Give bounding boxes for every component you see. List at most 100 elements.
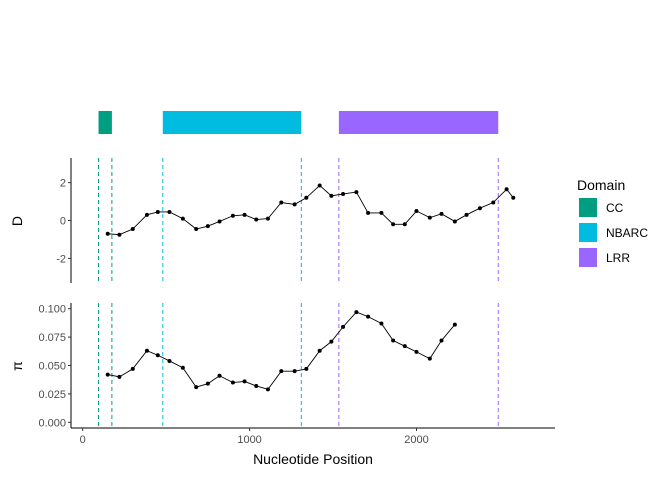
- data-point: [167, 209, 172, 214]
- series-points: [105, 310, 457, 392]
- data-point: [117, 232, 122, 237]
- data-point: [366, 314, 371, 319]
- domain-bar-cc: [98, 111, 112, 134]
- data-point: [439, 338, 444, 343]
- legend-label-cc: CC: [606, 201, 624, 215]
- data-point: [354, 190, 359, 195]
- y-tick-label: -2: [56, 253, 66, 265]
- data-point: [155, 353, 160, 358]
- x-tick-label: 0: [80, 434, 86, 446]
- data-point: [279, 200, 284, 205]
- y-tick-label: 0: [60, 216, 66, 228]
- data-point: [391, 222, 396, 227]
- legend-swatch-lrr: [579, 248, 597, 267]
- domain-boundary-lines: [98, 303, 499, 428]
- series-line: [107, 311, 456, 390]
- legend: Domain CC NBARC LRR: [577, 177, 648, 267]
- data-point: [194, 385, 199, 390]
- series-line: [107, 184, 514, 236]
- data-point: [439, 211, 444, 216]
- data-point: [130, 227, 135, 232]
- data-point: [217, 373, 222, 378]
- data-point: [317, 183, 322, 188]
- domain-bar-lrr: [338, 111, 499, 134]
- data-point: [217, 219, 222, 224]
- x-ticks: 0 1000 2000: [80, 428, 429, 446]
- data-point: [304, 195, 309, 200]
- data-point: [427, 356, 432, 361]
- data-point: [180, 216, 185, 221]
- legend-title: Domain: [577, 177, 625, 193]
- data-point: [180, 365, 185, 370]
- data-point: [254, 383, 259, 388]
- data-point: [477, 206, 482, 211]
- data-point: [379, 321, 384, 326]
- data-point: [391, 338, 396, 343]
- data-point: [452, 219, 457, 224]
- data-point: [379, 210, 384, 215]
- data-point: [130, 366, 135, 371]
- y-ticks: 0.000 0.025 0.050 0.075 0.100: [38, 304, 71, 429]
- data-point: [402, 344, 407, 349]
- legend-label-lrr: LRR: [606, 251, 630, 265]
- data-point: [341, 324, 346, 329]
- data-point: [341, 191, 346, 196]
- legend-swatch-cc: [579, 198, 597, 217]
- data-point: [511, 195, 516, 200]
- data-point: [105, 231, 110, 236]
- y-axis-title: D: [9, 216, 25, 226]
- data-point: [167, 358, 172, 363]
- domain-bars: [98, 111, 499, 134]
- data-point: [242, 379, 247, 384]
- domain-boundary-lines: [98, 158, 499, 283]
- y-tick-label: 0.100: [38, 304, 66, 316]
- data-point: [452, 322, 457, 327]
- data-point: [265, 216, 270, 221]
- data-point: [292, 369, 297, 374]
- y-ticks: -2 0 2: [56, 178, 71, 265]
- data-point: [491, 200, 496, 205]
- data-point: [464, 212, 469, 217]
- data-point: [329, 339, 334, 344]
- panel-pi: 0.000 0.025 0.050 0.075 0.100 0 1000 2000 π: [9, 303, 555, 446]
- data-point: [194, 227, 199, 232]
- x-axis-title: Nucleotide Position: [253, 451, 373, 467]
- data-point: [230, 380, 235, 385]
- data-point: [279, 369, 284, 374]
- series-points: [105, 183, 516, 237]
- data-point: [402, 222, 407, 227]
- data-point: [427, 215, 432, 220]
- y-tick-label: 0.000: [38, 417, 66, 429]
- data-point: [292, 202, 297, 207]
- data-point: [144, 212, 149, 217]
- x-tick-label: 1000: [237, 434, 261, 446]
- y-tick-label: 0.075: [38, 332, 66, 344]
- data-point: [265, 387, 270, 392]
- data-point: [354, 310, 359, 315]
- y-tick-label: 0.050: [38, 361, 66, 373]
- legend-swatch-nbarc: [579, 223, 597, 242]
- y-axis-title: π: [9, 361, 25, 371]
- data-point: [144, 348, 149, 353]
- data-point: [254, 217, 259, 222]
- data-point: [117, 374, 122, 379]
- data-point: [317, 348, 322, 353]
- data-point: [414, 209, 419, 214]
- data-point: [205, 381, 210, 386]
- domain-bar-nbarc: [162, 111, 302, 134]
- y-tick-label: 2: [60, 178, 66, 190]
- data-point: [155, 209, 160, 214]
- legend-label-nbarc: NBARC: [606, 226, 648, 240]
- y-tick-label: 0.025: [38, 389, 66, 401]
- data-point: [105, 372, 110, 377]
- data-point: [504, 187, 509, 192]
- data-point: [414, 349, 419, 354]
- x-tick-label: 2000: [404, 434, 428, 446]
- data-point: [329, 193, 334, 198]
- legend-items: CC NBARC LRR: [579, 198, 648, 267]
- panel-tajimas-d: -2 0 2 D: [9, 158, 516, 283]
- data-point: [230, 213, 235, 218]
- data-point: [205, 224, 210, 229]
- data-point: [366, 210, 371, 215]
- data-point: [242, 212, 247, 217]
